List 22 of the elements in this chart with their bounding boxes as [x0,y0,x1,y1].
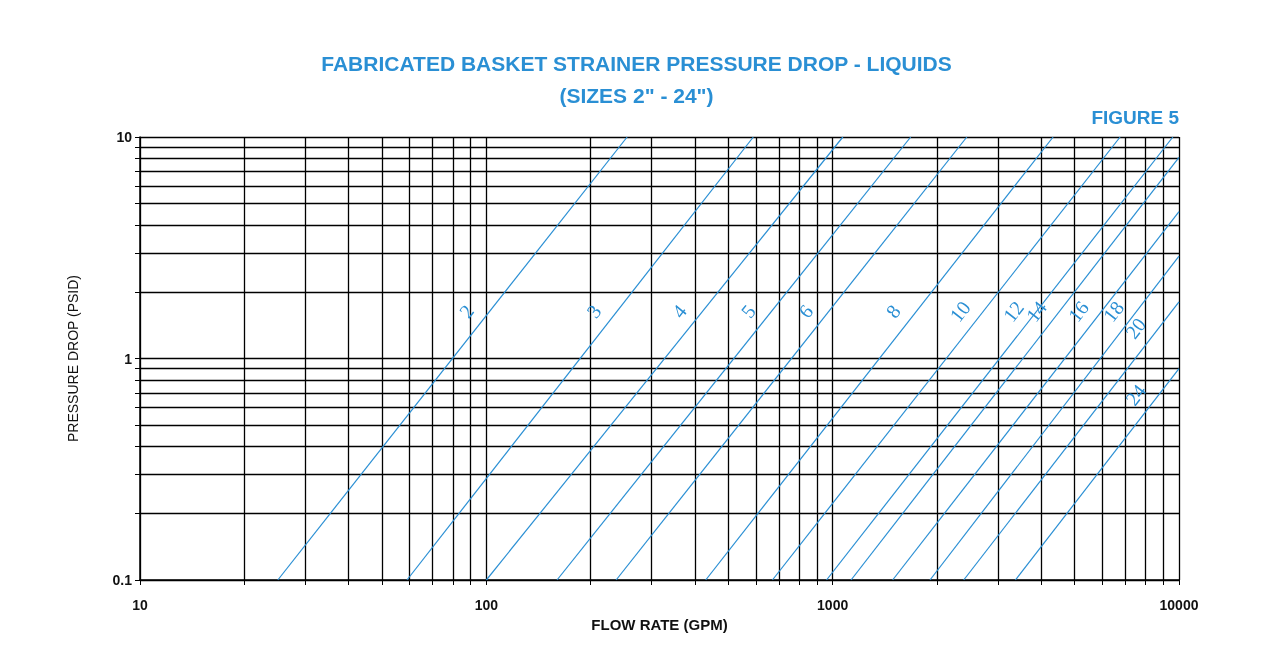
text: 10 [945,296,975,326]
caption: FIGURE 5 [1091,107,1180,128]
text: 5 [736,300,760,323]
chart-subtitle: (SIZES 2" - 24") [559,84,714,107]
text: 12 [998,296,1029,326]
y-tick-label: 1 [124,350,133,367]
x-tick-label: 10 [132,597,148,613]
x-tick-label: 10000 [1159,597,1199,613]
x-tick-label: 100 [474,597,499,613]
text: 4 [667,300,691,323]
text: 6 [793,300,818,323]
y-axis-title: PRESSURE DROP (PSID) [65,275,81,442]
chart-title: FABRICATED BASKET STRAINER PRESSURE DROP - LIQUIDS [321,52,952,75]
text: 8 [881,300,905,323]
text: 16 [1063,296,1094,326]
y-tick-label: 10 [116,129,133,145]
text: 24 [1120,380,1151,410]
x-tick-label: 1000 [817,597,849,613]
text: 3 [582,300,606,323]
text: 2 [454,300,479,323]
y-tick-label: 0.1 [112,572,133,588]
x-axis-title: FLOW RATE (GPM) [591,615,728,633]
